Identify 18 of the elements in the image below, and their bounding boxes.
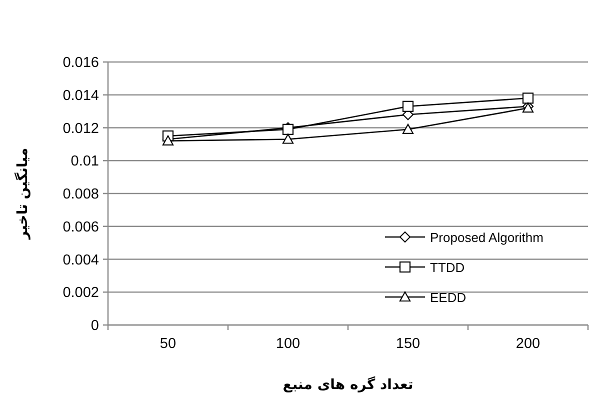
x-tick-label: 50 (160, 336, 176, 352)
y-tick-label: 0 (90, 318, 99, 334)
y-tick-label: 0.006 (62, 219, 99, 236)
y-axis-title: میانگین تاخیر (14, 148, 31, 240)
y-tick-label: 0.012 (62, 120, 99, 137)
x-tick-label: 150 (396, 336, 420, 352)
x-axis-title: تعداد گره های منبع (282, 376, 414, 393)
legend-label: EEDD (430, 290, 466, 305)
x-tick-label: 200 (516, 336, 540, 352)
y-tick-label: 0.004 (62, 252, 99, 268)
y-tick-label: 0.014 (62, 88, 99, 104)
y-tick-label: 0.016 (62, 55, 99, 71)
y-tick-label: 0.01 (70, 154, 99, 170)
legend-label: Proposed Algorithm (430, 230, 544, 245)
y-tick-label: 0.008 (62, 186, 99, 202)
y-tick-label: 0.002 (62, 285, 99, 302)
x-tick-label: 100 (276, 336, 300, 352)
legend-label: TTDD (430, 260, 465, 275)
